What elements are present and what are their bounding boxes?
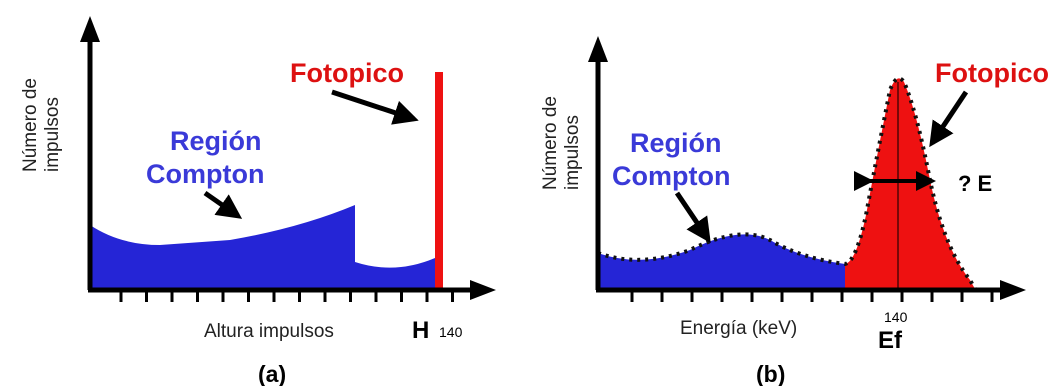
panel-b-compton-label-line2: Compton [612, 161, 730, 191]
panel-a-caption: (a) [258, 361, 286, 386]
panel-a-photopeak-line [435, 72, 443, 290]
panel-b-caption: (b) [756, 361, 785, 386]
panel-a-y-axis-arrow [80, 16, 100, 42]
panel-b-y-axis-arrow [588, 36, 608, 62]
panel-a-compton-label-line1: Región [170, 126, 262, 156]
panel-a-compton-area [90, 205, 435, 288]
panel-a: Número de impulsos Fotopico Región Compt… [20, 16, 496, 386]
panel-a-h-value: 140 [439, 324, 463, 340]
panel-b-photopeak-arrow [929, 90, 969, 148]
panel-b-ylabel: Número de [540, 96, 561, 190]
panel-b-xlabel: Energía (keV) [680, 318, 797, 339]
panel-b-peak-value: 140 [884, 309, 908, 325]
panel-b-x-axis-arrow [1000, 280, 1026, 300]
panel-a-compton-label-line2: Compton [146, 159, 264, 189]
panel-b-peak-symbol: Ef [878, 327, 903, 354]
panel-b-x-ticks [630, 290, 994, 302]
panel-b: Número de impulsos Fotopico Región Compt… [540, 36, 1049, 386]
panel-a-compton-arrow [203, 190, 243, 219]
panel-a-h-label: H [412, 317, 429, 344]
panel-a-xlabel: Altura impulsos [204, 321, 334, 342]
panel-b-width-label: ? E [958, 171, 992, 196]
panel-a-x-axis-arrow [470, 280, 496, 300]
panel-b-compton-arrow [674, 191, 711, 244]
panel-b-ylabel-2: impulsos [562, 115, 583, 190]
panel-a-photopeak-arrow [331, 89, 419, 125]
panel-a-x-ticks [119, 290, 454, 302]
panel-b-spectrum-outline [597, 76, 977, 290]
panel-a-photopeak-label: Fotopico [290, 58, 404, 88]
panel-a-ylabel: Número de [20, 78, 41, 172]
panel-b-compton-area [598, 234, 845, 289]
panel-a-ylabel-2: impulsos [42, 97, 63, 172]
panel-b-photopeak-label: Fotopico [935, 58, 1049, 88]
panel-b-compton-label-line1: Región [630, 128, 722, 158]
